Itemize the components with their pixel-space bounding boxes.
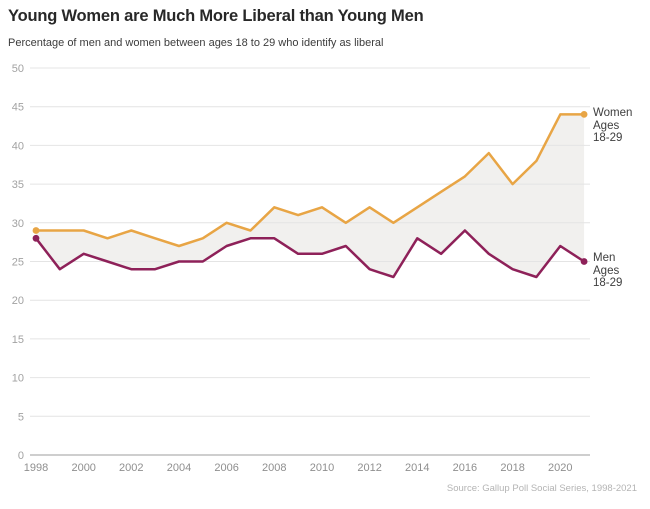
- series-end-dot: [580, 111, 588, 118]
- x-tick-label: 2002: [119, 462, 143, 474]
- y-tick-label: 5: [18, 411, 24, 423]
- x-tick-label: 2020: [548, 462, 572, 474]
- women-series-label: Women Ages 18-29: [593, 107, 632, 145]
- x-tick-label: 2018: [500, 462, 524, 474]
- series-end-dot: [32, 227, 40, 234]
- y-tick-label: 0: [18, 450, 24, 462]
- y-tick-label: 15: [12, 334, 24, 346]
- y-tick-label: 25: [12, 257, 24, 269]
- women-series-label-line3: 18-29: [593, 132, 623, 145]
- y-tick-label: 20: [12, 295, 24, 307]
- x-tick-label: 2010: [310, 462, 334, 474]
- x-tick-label: 2012: [357, 462, 381, 474]
- women-series-line: [34, 113, 586, 248]
- y-tick-label: 50: [12, 63, 24, 75]
- x-tick-label: 2016: [453, 462, 477, 474]
- chart-subtitle: Percentage of men and women between ages…: [8, 37, 384, 49]
- men-series-label: Men Ages 18-29: [593, 252, 622, 290]
- series-end-dot: [580, 258, 588, 265]
- women-series-label-line2: Ages: [593, 119, 620, 132]
- men-series-label-line1: Men: [593, 252, 616, 264]
- x-tick-label: 2014: [405, 462, 429, 474]
- between-area-fill: [36, 114, 585, 278]
- men-series-label-line2: Ages: [593, 264, 620, 277]
- source-credit: Source: Gallup Poll Social Series, 1998-…: [446, 483, 637, 494]
- chart-title: Young Women are Much More Liberal than Y…: [8, 7, 424, 25]
- x-tick-label: 2004: [167, 462, 191, 474]
- y-tick-label: 35: [12, 179, 24, 191]
- y-tick-label: 45: [12, 102, 24, 114]
- y-tick-label: 30: [12, 218, 24, 230]
- men-series-label-line3: 18-29: [593, 277, 623, 290]
- y-tick-label: 10: [12, 373, 24, 385]
- x-tick-label: 2008: [262, 462, 286, 474]
- y-tick-label: 40: [12, 140, 24, 152]
- men-series-line: [34, 229, 586, 279]
- series-end-dot: [32, 234, 40, 242]
- x-tick-label: 1998: [24, 462, 48, 474]
- x-tick-label: 2006: [214, 462, 238, 474]
- women-series-label-line1: Women: [593, 107, 633, 119]
- x-tick-label: 2000: [71, 462, 95, 474]
